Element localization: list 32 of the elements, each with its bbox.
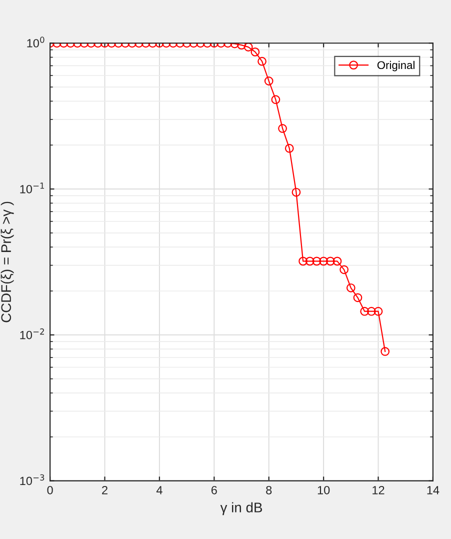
x-tick-label: 0 — [47, 486, 53, 494]
point — [326, 256, 335, 266]
point — [298, 256, 308, 266]
y-tick-label: 10$^{−3}$ — [20, 474, 44, 486]
point — [340, 265, 349, 274]
point — [312, 256, 322, 266]
y-axis-title: CCDF(ξ) = Pr(ξ >γ ) — [0, 202, 14, 322]
x-tick-label: 10 — [318, 486, 330, 494]
point — [360, 306, 370, 316]
y-tick-label: 10$^{−1}$ — [20, 182, 44, 194]
x-tick-label: 2 — [102, 486, 108, 494]
x-tick-label: 6 — [211, 486, 217, 494]
y-tick-label: 10$^{0}$ — [27, 36, 44, 48]
x-tick-label: 4 — [156, 486, 162, 494]
x-tick-label: 8 — [266, 486, 272, 494]
x-tick-label: 14 — [427, 486, 440, 494]
point — [319, 256, 328, 266]
point — [353, 293, 362, 302]
point — [278, 124, 287, 133]
x-axis-title: γ in dB — [220, 502, 262, 516]
legend-label: Original — [377, 60, 414, 72]
point — [332, 256, 342, 266]
point — [374, 306, 383, 316]
x-tick-label: 12 — [372, 486, 384, 494]
point — [305, 256, 314, 266]
y-tick-label: 10$^{−2}$ — [20, 328, 44, 340]
point — [380, 347, 390, 356]
point — [366, 306, 376, 316]
point — [346, 283, 356, 292]
point — [237, 43, 246, 50]
point — [292, 188, 301, 197]
point — [284, 144, 294, 153]
